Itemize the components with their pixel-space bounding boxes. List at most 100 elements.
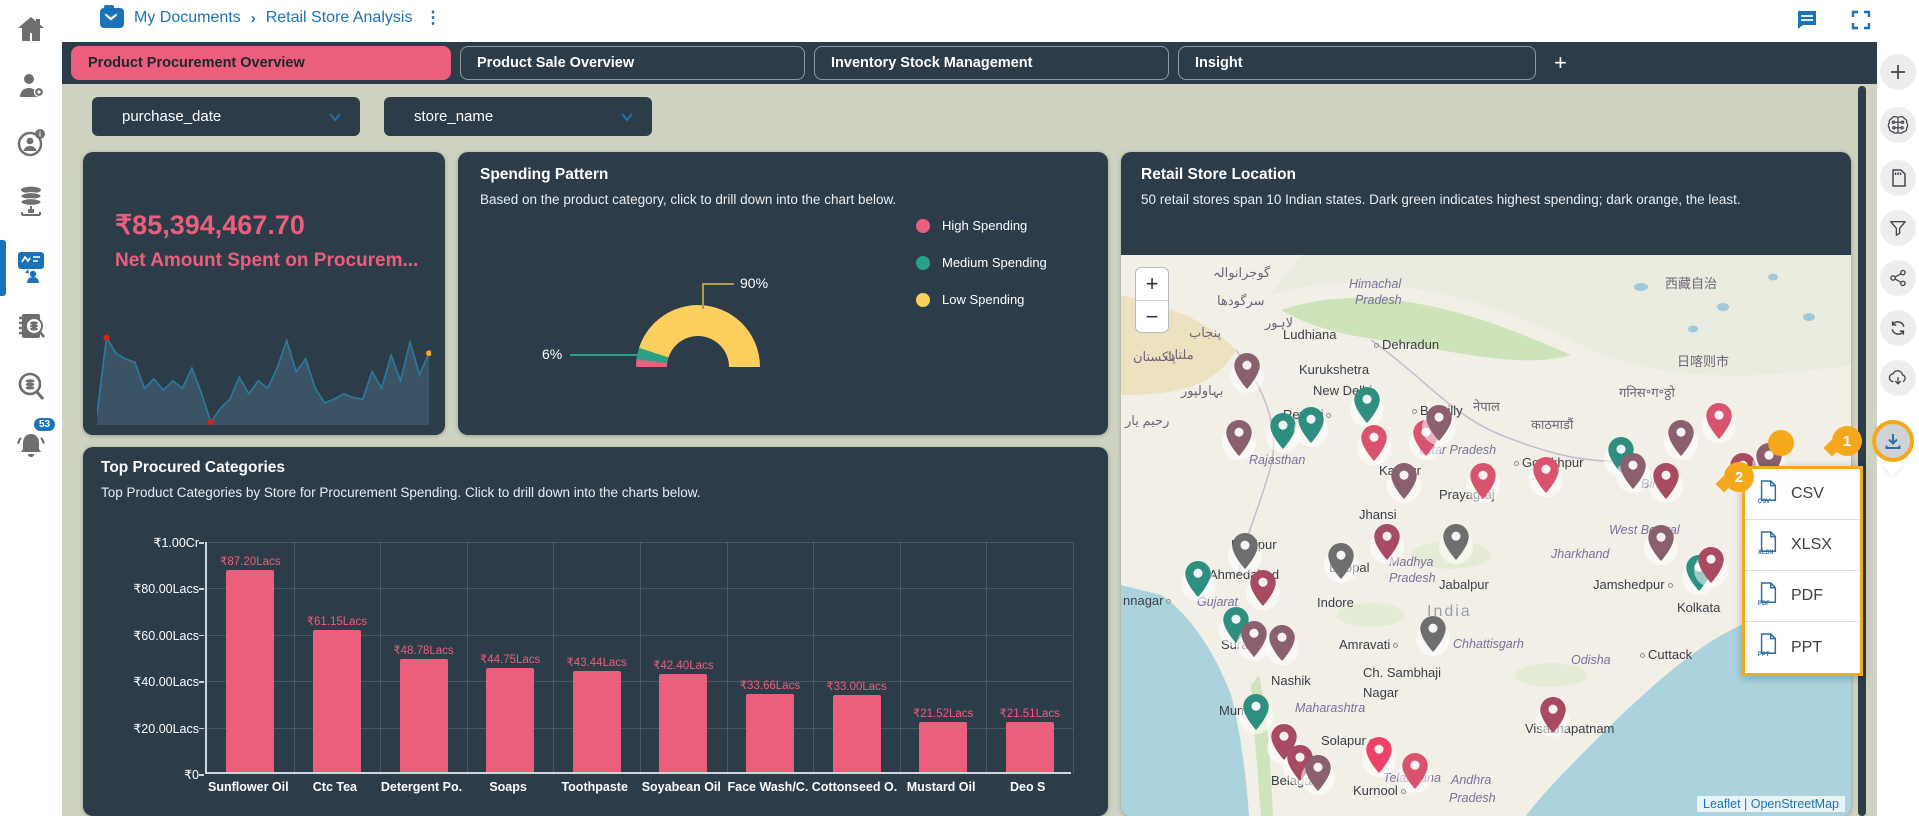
semi-donut-chart[interactable] (636, 305, 760, 367)
data-catalog-icon[interactable] (0, 302, 62, 352)
spending-pattern-title: Spending Pattern (480, 166, 1080, 184)
map-label: 日喀则市 (1677, 351, 1729, 370)
map-pin-marker[interactable] (1706, 403, 1732, 439)
export-option-ppt[interactable]: PPTPPT (1745, 622, 1860, 673)
tab-inventory-stock-management[interactable]: Inventory Stock Management (814, 46, 1169, 80)
map-pin-marker[interactable] (1243, 694, 1269, 730)
map-attribution[interactable]: Leaflet | OpenStreetMap (1697, 796, 1845, 812)
add-widget-button[interactable] (1880, 54, 1916, 90)
map-pin-marker[interactable] (1470, 463, 1496, 499)
vertical-scrollbar[interactable] (1858, 86, 1866, 816)
home-icon[interactable] (0, 4, 62, 54)
map-pin-marker[interactable] (1668, 420, 1694, 456)
bar-Detergent Po.[interactable] (400, 659, 448, 772)
map-pin-marker[interactable] (1653, 463, 1679, 499)
chat-icon[interactable] (1795, 8, 1819, 37)
filter-purchase-date[interactable]: purchase_date (92, 97, 360, 136)
fullscreen-icon[interactable] (1851, 10, 1871, 35)
map-pin-marker[interactable] (1391, 463, 1417, 499)
map-pin-marker[interactable] (1443, 524, 1469, 560)
dashboard-presenter-icon[interactable] (0, 242, 62, 292)
map-pin-marker[interactable] (1620, 453, 1646, 489)
legend-item[interactable]: Medium Spending (916, 255, 1047, 270)
kpi-sparkline-chart (97, 330, 431, 428)
map-pin-marker[interactable] (1232, 533, 1258, 569)
bar-Soaps[interactable] (486, 668, 534, 772)
bar-Deo S[interactable] (1006, 722, 1054, 772)
tab-product-procurement-overview[interactable]: Product Procurement Overview (71, 46, 451, 80)
zoom-out-button[interactable]: − (1136, 300, 1168, 332)
map-pin-marker[interactable] (1374, 524, 1400, 560)
chevron-down-icon (328, 110, 342, 124)
search-data-icon[interactable] (0, 362, 62, 412)
top-header: My Documents › Retail Store Analysis ⋮ (62, 0, 1919, 42)
export-option-csv[interactable]: CSVCSV (1745, 469, 1860, 520)
breadcrumb-my-documents[interactable]: My Documents (134, 9, 241, 27)
folder-icon[interactable] (100, 8, 124, 28)
map-pin-marker[interactable] (1533, 457, 1559, 493)
map-pin-marker[interactable] (1420, 616, 1446, 652)
map-pin-marker[interactable] (1361, 425, 1387, 461)
map-pin-marker[interactable] (1328, 543, 1354, 579)
map-pin-marker[interactable] (1250, 570, 1276, 606)
export-option-label: XLSX (1791, 536, 1832, 554)
filter-funnel-button[interactable] (1880, 210, 1916, 246)
tab-product-sale-overview[interactable]: Product Sale Overview (460, 46, 805, 80)
more-options-icon[interactable]: ⋮ (424, 8, 441, 28)
map-pin-marker[interactable] (1540, 697, 1566, 733)
ai-brain-button[interactable] (1880, 107, 1916, 143)
map-pin-marker[interactable] (1185, 561, 1211, 597)
map-pin-marker[interactable] (1298, 407, 1324, 443)
download-export-button[interactable] (1872, 420, 1914, 462)
legend-color-dot (916, 256, 930, 270)
map-label: nnagar (1123, 593, 1174, 608)
map-pin-marker[interactable] (1402, 753, 1428, 789)
map-pin-marker[interactable] (1305, 755, 1331, 791)
user-settings-icon[interactable] (0, 60, 62, 110)
map-pin-marker[interactable] (1426, 405, 1452, 441)
bar-Toothpaste[interactable] (573, 671, 621, 772)
bar-Cottonseed O.[interactable] (833, 695, 881, 772)
bar-chart-plot[interactable]: ₹87.20Lacs₹61.15Lacs₹48.78Lacs₹44.75Lacs… (205, 542, 1071, 774)
user-info-icon[interactable]: i (0, 118, 62, 168)
map-label: Ch. Sambhaji (1363, 665, 1441, 680)
export-option-pdf[interactable]: PDFPDF (1745, 571, 1860, 622)
refresh-button[interactable] (1880, 310, 1916, 346)
map-pin-marker[interactable] (1241, 621, 1267, 657)
kpi-card-net-amount[interactable]: ₹85,394,467.70 Net Amount Spent on Procu… (83, 152, 445, 435)
map-label: Chhattisgarh (1453, 637, 1524, 651)
bar-Face Wash/C.[interactable] (746, 694, 794, 772)
map-pin-marker[interactable] (1226, 420, 1252, 456)
legend-item[interactable]: High Spending (916, 218, 1027, 233)
bar-Soyabean Oil[interactable] (659, 674, 707, 772)
bar-Mustard Oil[interactable] (919, 722, 967, 772)
export-option-xlsx[interactable]: XLSX XLSX (1745, 520, 1860, 571)
map-label: Pradesh (1449, 791, 1496, 805)
zoom-in-button[interactable]: + (1136, 268, 1168, 300)
bar-chart-title: Top Procured Categories (101, 459, 1081, 477)
map-pin-marker[interactable] (1270, 413, 1296, 449)
map-pin-marker[interactable] (1354, 387, 1380, 423)
map-label: Pradesh (1355, 293, 1402, 307)
map-pin-marker[interactable] (1648, 525, 1674, 561)
share-button[interactable] (1880, 260, 1916, 296)
tab-insight[interactable]: Insight (1178, 46, 1536, 80)
filter-store-name[interactable]: store_name (384, 97, 652, 136)
svg-text:XLSX: XLSX (1758, 550, 1774, 555)
map-label: Nashik (1271, 673, 1311, 688)
map-pin-marker[interactable] (1234, 353, 1260, 389)
map-pin-marker[interactable] (1366, 737, 1392, 773)
map-label: Jabalpur (1439, 577, 1489, 592)
bar-Sunflower Oil[interactable] (226, 570, 274, 772)
legend-item[interactable]: Low Spending (916, 292, 1024, 307)
map-label: Jharkhand (1551, 547, 1609, 561)
database-icon[interactable] (0, 176, 62, 226)
cloud-download-button[interactable] (1880, 360, 1916, 396)
map-pin-marker[interactable] (1698, 547, 1724, 583)
memory-card-button[interactable] (1880, 160, 1916, 196)
bar-Ctc Tea[interactable] (313, 630, 361, 772)
map-cluster-marker[interactable] (1768, 430, 1794, 456)
map-label: Kolkata (1677, 600, 1720, 615)
map-pin-marker[interactable] (1269, 625, 1295, 661)
add-tab-button[interactable]: + (1554, 50, 1567, 76)
